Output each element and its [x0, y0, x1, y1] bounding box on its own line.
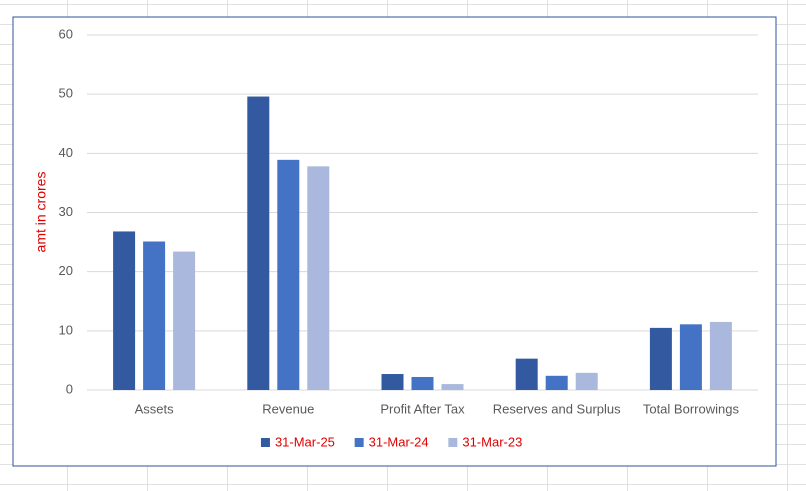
bar — [575, 372, 598, 390]
chart-area — [12, 16, 777, 467]
y-axis-title: amt in crores — [33, 172, 49, 253]
legend-swatch — [354, 438, 364, 447]
bar — [441, 384, 464, 390]
y-tick-label: 20 — [59, 263, 73, 278]
bar — [277, 159, 300, 390]
bar — [649, 327, 672, 390]
legend-label: 31-Mar-24 — [369, 434, 429, 449]
bar — [515, 358, 538, 390]
legend-label: 31-Mar-23 — [462, 434, 522, 449]
bar — [679, 324, 702, 390]
y-tick-label: 30 — [59, 204, 73, 219]
legend-swatch — [448, 438, 458, 447]
bar — [247, 96, 270, 391]
bar — [411, 376, 434, 390]
y-tick-label: 0 — [66, 381, 73, 396]
x-tick-label: Reserves and Surplus — [493, 401, 621, 416]
x-tick-label: Assets — [135, 401, 175, 416]
bar — [173, 251, 196, 390]
y-tick-label: 10 — [59, 322, 73, 337]
bar — [307, 166, 330, 390]
bar — [709, 321, 732, 390]
bar — [545, 375, 568, 390]
bar — [113, 231, 136, 390]
y-tick-label: 40 — [59, 145, 73, 160]
y-tick-label: 60 — [59, 26, 73, 41]
x-tick-label: Profit After Tax — [380, 401, 465, 416]
y-tick-label: 50 — [59, 86, 73, 101]
legend-label: 31-Mar-25 — [275, 434, 335, 449]
x-tick-label: Total Borrowings — [643, 401, 740, 416]
legend-swatch — [260, 438, 270, 447]
bar — [381, 374, 404, 390]
x-tick-label: Revenue — [262, 401, 314, 416]
bar — [143, 241, 166, 390]
